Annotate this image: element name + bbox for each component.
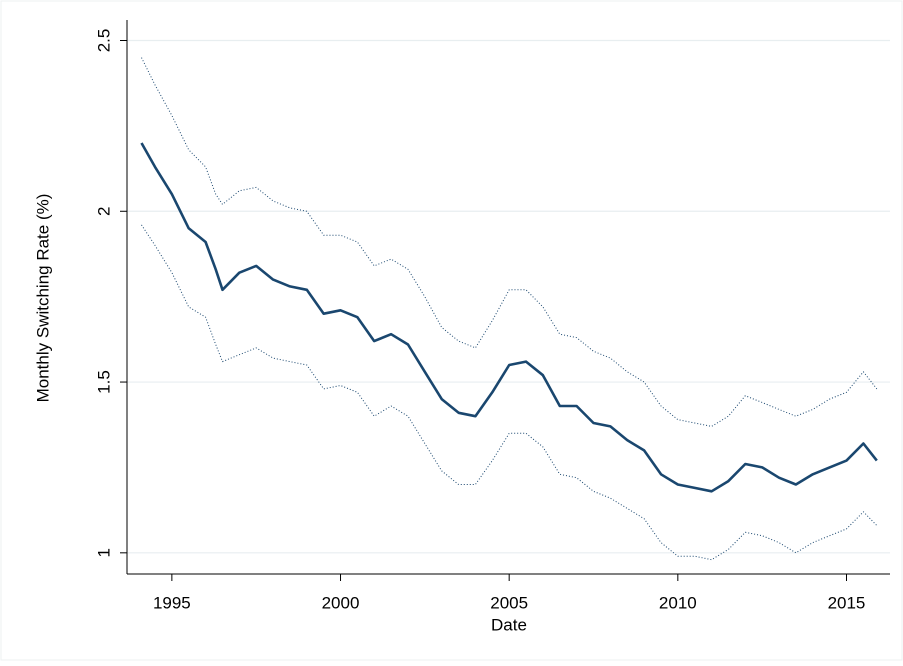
series-line <box>141 57 878 427</box>
x-tick-label: 2005 <box>490 593 528 612</box>
y-tick-label: 2.5 <box>94 29 113 53</box>
x-tick-label: 2010 <box>659 593 697 612</box>
series-line <box>141 224 878 561</box>
x-tick-label: 2015 <box>828 593 866 612</box>
x-tick-label: 1995 <box>153 593 191 612</box>
x-axis-label: Date <box>491 615 527 634</box>
y-axis-label: Monthly Switching Rate (%) <box>33 194 52 403</box>
y-tick-label: 1.5 <box>94 370 113 394</box>
y-tick-label: 2 <box>94 207 113 216</box>
series-line <box>140 142 878 493</box>
y-tick-label: 1 <box>94 548 113 557</box>
x-tick-label: 2000 <box>322 593 360 612</box>
